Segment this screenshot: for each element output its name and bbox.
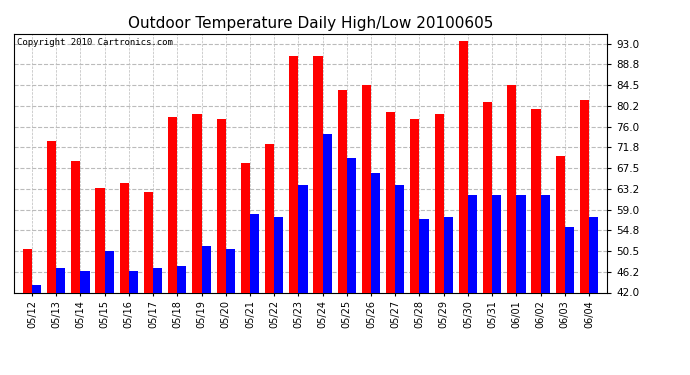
Bar xyxy=(507,85,516,292)
Bar xyxy=(483,102,492,292)
Bar xyxy=(459,41,468,292)
Bar xyxy=(371,173,380,292)
Bar xyxy=(589,217,598,292)
Bar xyxy=(144,192,153,292)
Bar xyxy=(362,85,371,292)
Bar xyxy=(265,144,274,292)
Bar xyxy=(411,119,420,292)
Bar xyxy=(444,217,453,292)
Bar xyxy=(47,141,56,292)
Bar xyxy=(56,268,66,292)
Bar xyxy=(23,249,32,292)
Bar xyxy=(516,195,526,292)
Bar xyxy=(395,185,404,292)
Bar xyxy=(492,195,502,292)
Bar xyxy=(168,117,177,292)
Bar xyxy=(531,110,540,292)
Bar xyxy=(274,217,284,292)
Bar xyxy=(435,114,444,292)
Bar xyxy=(555,156,565,292)
Bar xyxy=(81,270,90,292)
Title: Outdoor Temperature Daily High/Low 20100605: Outdoor Temperature Daily High/Low 20100… xyxy=(128,16,493,31)
Bar xyxy=(580,100,589,292)
Bar xyxy=(289,56,298,292)
Bar xyxy=(565,226,574,292)
Bar xyxy=(32,285,41,292)
Bar xyxy=(347,158,356,292)
Bar xyxy=(71,160,81,292)
Bar xyxy=(153,268,162,292)
Bar xyxy=(323,134,332,292)
Bar xyxy=(540,195,550,292)
Bar xyxy=(468,195,477,292)
Bar xyxy=(241,163,250,292)
Bar xyxy=(217,119,226,292)
Bar xyxy=(250,214,259,292)
Text: Copyright 2010 Cartronics.com: Copyright 2010 Cartronics.com xyxy=(17,38,172,46)
Bar xyxy=(119,183,129,292)
Bar xyxy=(226,249,235,292)
Bar xyxy=(177,266,186,292)
Bar xyxy=(337,90,347,292)
Bar xyxy=(129,270,138,292)
Bar xyxy=(420,219,428,292)
Bar xyxy=(201,246,210,292)
Bar xyxy=(95,188,105,292)
Bar xyxy=(313,56,323,292)
Bar xyxy=(193,114,201,292)
Bar xyxy=(298,185,308,292)
Bar xyxy=(386,112,395,292)
Bar xyxy=(105,251,114,292)
